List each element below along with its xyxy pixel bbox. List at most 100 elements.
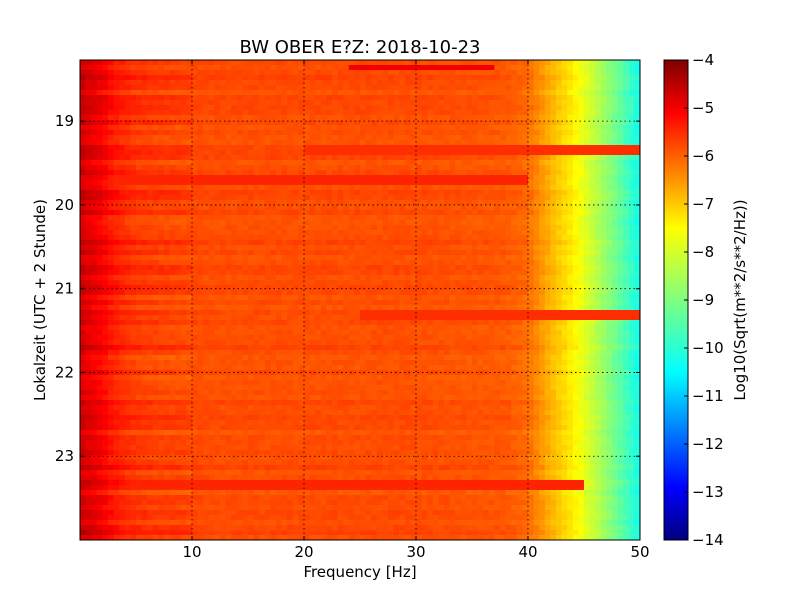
heatmap-cell: [136, 185, 143, 191]
heatmap-cell: [220, 140, 227, 146]
heatmap-cell: [91, 230, 98, 236]
heatmap-cell: [180, 105, 187, 111]
heatmap-cell: [264, 220, 271, 226]
heatmap-cell: [371, 100, 378, 106]
heatmap-cell: [483, 135, 490, 141]
heatmap-cell: [231, 125, 238, 131]
heatmap-cell: [561, 135, 568, 141]
heatmap-cell: [102, 205, 109, 211]
heatmap-cell: [522, 160, 529, 166]
heatmap-cell: [472, 270, 479, 276]
heatmap-cell: [376, 195, 383, 201]
heatmap-cell: [214, 75, 221, 81]
heatmap-cell: [444, 115, 451, 121]
heatmap-cell: [175, 195, 182, 201]
heatmap-cell: [304, 95, 311, 101]
heatmap-cell: [102, 135, 109, 141]
heatmap-cell: [623, 165, 630, 171]
heatmap-cell: [309, 290, 316, 296]
heatmap-cell: [264, 135, 271, 141]
heatmap-cell: [623, 300, 630, 306]
heatmap-cell: [332, 140, 339, 146]
heatmap-cell: [332, 260, 339, 266]
heatmap-cell: [248, 160, 255, 166]
heatmap-cell: [371, 250, 378, 256]
heatmap-cell: [242, 240, 249, 246]
heatmap-cell: [141, 190, 148, 196]
heatmap-cell: [192, 205, 199, 211]
heatmap-cell: [248, 85, 255, 91]
heatmap-cell: [85, 240, 92, 246]
heatmap-cell: [528, 235, 535, 241]
heatmap-cell: [494, 135, 501, 141]
heatmap-cell: [91, 65, 98, 71]
heatmap-cell: [516, 65, 523, 71]
heatmap-cell: [606, 130, 613, 136]
heatmap-cell: [393, 260, 400, 266]
heatmap-cell: [388, 100, 395, 106]
heatmap-cell: [589, 220, 596, 226]
heatmap-cell: [404, 160, 411, 166]
heatmap-cell: [164, 275, 171, 281]
heatmap-cell: [164, 245, 171, 251]
heatmap-cell: [253, 110, 260, 116]
heatmap-cell: [236, 160, 243, 166]
heatmap-cell: [337, 110, 344, 116]
heatmap-cell: [416, 75, 423, 81]
heatmap-cell: [169, 150, 176, 156]
heatmap-cell: [315, 195, 322, 201]
heatmap-cell: [572, 290, 579, 296]
heatmap-cell: [393, 130, 400, 136]
heatmap-cell: [589, 275, 596, 281]
heatmap-cell: [276, 170, 283, 176]
heatmap-cell: [259, 185, 266, 191]
heatmap-cell: [180, 290, 187, 296]
heatmap-cell: [136, 215, 143, 221]
heatmap-cell: [612, 110, 619, 116]
heatmap-cell: [158, 265, 165, 271]
heatmap-cell: [449, 150, 456, 156]
heatmap-cell: [320, 260, 327, 266]
heatmap-cell: [192, 150, 199, 156]
heatmap-cell: [567, 170, 574, 176]
heatmap-cell: [410, 205, 417, 211]
heatmap-cell: [152, 275, 159, 281]
heatmap-cell: [550, 205, 557, 211]
heatmap-cell: [522, 235, 529, 241]
heatmap-cell: [130, 185, 137, 191]
heatmap-cell: [96, 160, 103, 166]
heatmap-cell: [572, 280, 579, 286]
heatmap-cell: [348, 220, 355, 226]
heatmap-cell: [494, 165, 501, 171]
heatmap-cell: [124, 210, 131, 216]
heatmap-cell: [315, 90, 322, 96]
heatmap-cell: [533, 85, 540, 91]
heatmap-cell: [393, 145, 400, 151]
heatmap-cell: [393, 110, 400, 116]
heatmap-cell: [494, 170, 501, 176]
heatmap-cell: [130, 115, 137, 121]
heatmap-cell: [309, 260, 316, 266]
heatmap-cell: [556, 200, 563, 206]
heatmap-cell: [175, 285, 182, 291]
heatmap-cell: [399, 70, 406, 76]
heatmap-cell: [421, 90, 428, 96]
heatmap-cell: [584, 305, 591, 311]
heatmap-cell: [315, 60, 322, 66]
heatmap-cell: [124, 120, 131, 126]
heatmap-cell: [203, 250, 210, 256]
heatmap-cell: [544, 270, 551, 276]
heatmap-cell: [315, 205, 322, 211]
heatmap-cell: [175, 110, 182, 116]
heatmap-cell: [141, 95, 148, 101]
heatmap-cell: [382, 250, 389, 256]
heatmap-cell: [500, 80, 507, 86]
heatmap-cell: [343, 285, 350, 291]
heatmap-cell: [208, 205, 215, 211]
heatmap-cell: [589, 285, 596, 291]
heatmap-cell: [449, 115, 456, 121]
heatmap-cell: [533, 305, 540, 311]
heatmap-cell: [550, 120, 557, 126]
heatmap-cell: [600, 140, 607, 146]
heatmap-cell: [186, 235, 193, 241]
